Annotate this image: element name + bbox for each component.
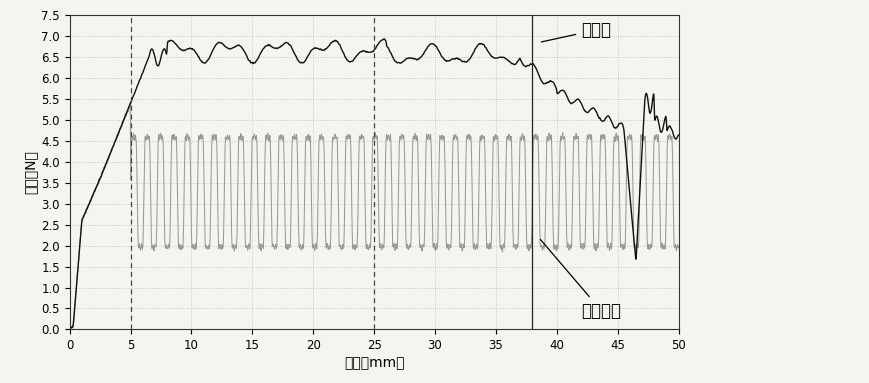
Text: 本发明: 本发明 <box>541 21 610 42</box>
Text: 现有技术: 现有技术 <box>540 239 620 319</box>
X-axis label: 位移（mm）: 位移（mm） <box>343 356 404 370</box>
Y-axis label: 力量（N）: 力量（N） <box>23 151 37 194</box>
